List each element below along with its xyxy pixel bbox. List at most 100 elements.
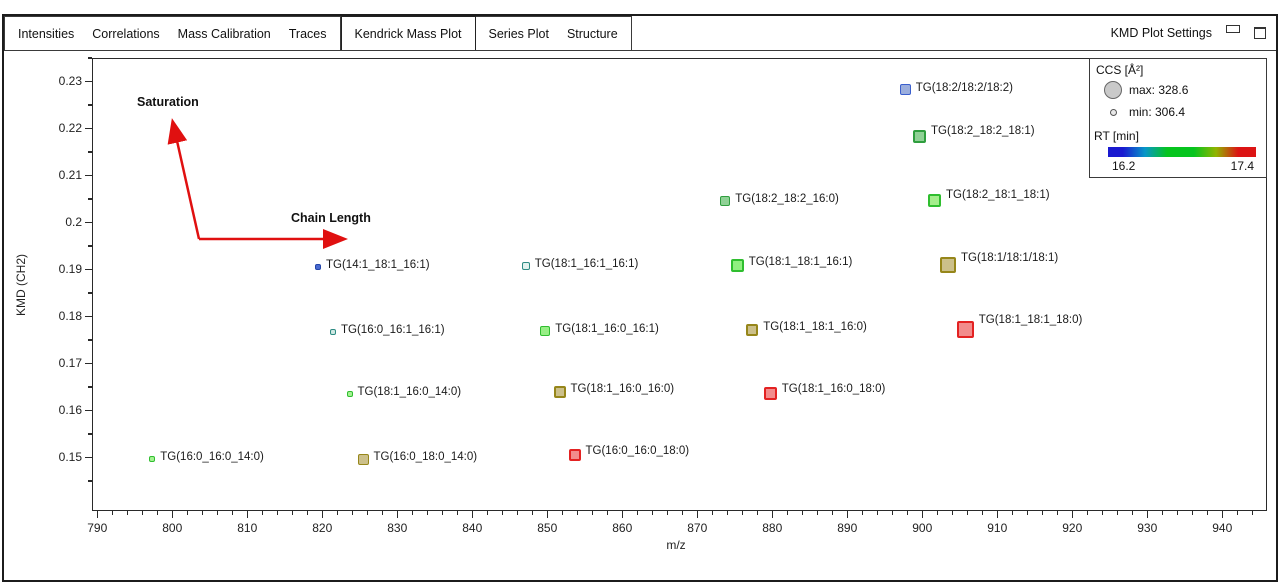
y-axis-tick [85,456,92,459]
x-axis-minor-tick [801,510,803,515]
x-axis-tick-label: 850 [537,521,558,535]
x-axis-tick-label: 930 [1137,521,1158,535]
data-point-square[interactable] [913,130,926,144]
x-axis-tick-label: 790 [87,521,108,535]
data-point-label: TG(14:1_18:1_16:1) [326,259,430,272]
x-axis-tick [321,510,323,518]
x-axis-minor-tick [501,510,503,515]
minimize-icon[interactable] [1226,25,1240,33]
tab-bar: Intensities Correlations Mass Calibratio… [4,16,1276,51]
data-point-square[interactable] [720,195,731,206]
ccs-min-label: min: 306.4 [1129,105,1186,119]
x-axis-tick-label: 800 [162,521,183,535]
x-axis-tick-label: 840 [462,521,483,535]
data-point-label: TG(18:2_18:1_18:1) [946,188,1050,201]
kmd-plot-window: Intensities Correlations Mass Calibratio… [2,14,1278,582]
data-point-square[interactable] [730,259,744,273]
x-axis-minor-tick [651,510,653,515]
x-axis-tick [921,510,923,518]
y-axis-minor-tick [88,245,92,247]
data-point-label: TG(18:1/18:1/18:1) [961,251,1059,264]
x-axis-minor-tick [186,510,188,515]
data-point-square[interactable] [940,256,956,273]
data-point-square[interactable] [553,386,566,399]
x-axis-minor-tick [291,510,293,515]
x-axis-minor-tick [741,510,743,515]
y-axis-tick-label: 0.2 [65,215,82,230]
tab-group-left: Intensities Correlations Mass Calibratio… [4,16,341,50]
x-axis-minor-tick [111,510,113,515]
data-point-label: TG(18:2_18:2_16:0) [735,192,839,205]
y-axis-title: KMD (CH2) [14,254,28,316]
tab-structure[interactable]: Structure [566,26,618,41]
saturation-annotation: Saturation [137,95,199,109]
x-axis-minor-tick [591,510,593,515]
x-axis-minor-tick [231,510,233,515]
tab-correlations[interactable]: Correlations [92,26,160,41]
y-axis-tick [85,409,92,412]
x-axis-minor-tick [126,510,128,515]
data-point-square[interactable] [357,453,369,465]
tab-traces[interactable]: Traces [288,26,327,41]
tab-kendrick-mass-plot-active[interactable]: Kendrick Mass Plot [340,16,476,50]
data-point-square[interactable] [521,261,530,270]
ccs-max-label: max: 328.6 [1129,83,1189,97]
ccs-min-circle-icon [1110,108,1117,116]
y-axis-tick-label: 0.15 [58,450,82,465]
data-point-square[interactable] [928,194,941,208]
x-axis-tick-label: 920 [1062,521,1083,535]
y-axis-tick-label: 0.19 [58,262,82,277]
data-point-square[interactable] [763,387,777,401]
x-axis-minor-tick [516,510,518,515]
plot-area[interactable]: Saturation Chain Length TG(18:2/18:2/18:… [92,58,1267,511]
x-axis-minor-tick [1191,510,1193,515]
data-point-square[interactable] [149,456,156,463]
x-axis-tick [396,510,398,518]
x-axis-tick-label: 820 [312,521,333,535]
data-point-square[interactable] [540,326,551,336]
y-axis-minor-tick [88,480,92,482]
tab-kendrick-mass-plot[interactable]: Kendrick Mass Plot [354,26,462,41]
tab-intensities[interactable]: Intensities [18,26,75,41]
chain-length-annotation: Chain Length [291,211,371,225]
data-point-square[interactable] [956,321,974,339]
maximize-icon[interactable] [1254,27,1266,39]
tab-series-plot[interactable]: Series Plot [488,26,549,41]
data-point-label: TG(18:1_18:1_16:1) [748,255,853,268]
x-axis-minor-tick [636,510,638,515]
tab-group-right: Series Plot Structure [475,16,632,50]
data-point-label: TG(18:1_18:1_16:0) [763,320,867,333]
y-axis-tick-label: 0.17 [58,356,82,371]
x-axis-tick [246,510,248,518]
x-axis-title: m/z [666,538,686,552]
data-point-square[interactable] [746,323,759,336]
x-axis-minor-tick [906,510,908,515]
tab-mass-calibration[interactable]: Mass Calibration [177,26,271,41]
y-axis-minor-tick [88,104,92,106]
x-axis-minor-tick [1056,510,1058,515]
x-axis-minor-tick [1206,510,1208,515]
legend-box: CCS [Å²] max: 328.6 min: 306.4 RT [min] … [1089,58,1267,178]
x-axis-minor-tick [816,510,818,515]
y-axis-tick [85,315,92,318]
x-axis-minor-tick [261,510,263,515]
x-axis-minor-tick [366,510,368,515]
x-axis-tick-label: 910 [987,521,1008,535]
rt-max-label: 17.4 [1230,159,1254,173]
x-axis-tick [696,510,698,518]
x-axis-minor-tick [786,510,788,515]
x-axis-minor-tick [141,510,143,515]
y-axis-tick-label: 0.22 [58,121,82,136]
data-point-square[interactable] [568,449,581,462]
x-axis-minor-tick [1086,510,1088,515]
data-point-square[interactable] [330,328,336,335]
kmd-plot-settings-label[interactable]: KMD Plot Settings [1110,26,1212,40]
data-point-label: TG(18:1_18:1_18:0) [978,313,1083,326]
data-point-square[interactable] [315,264,321,271]
data-point-square[interactable] [899,84,911,96]
x-axis-minor-tick [216,510,218,515]
x-axis-minor-tick [1101,510,1103,515]
y-axis-tick-label: 0.21 [58,168,82,183]
data-point-square[interactable] [346,390,353,397]
x-axis-minor-tick [1131,510,1133,515]
